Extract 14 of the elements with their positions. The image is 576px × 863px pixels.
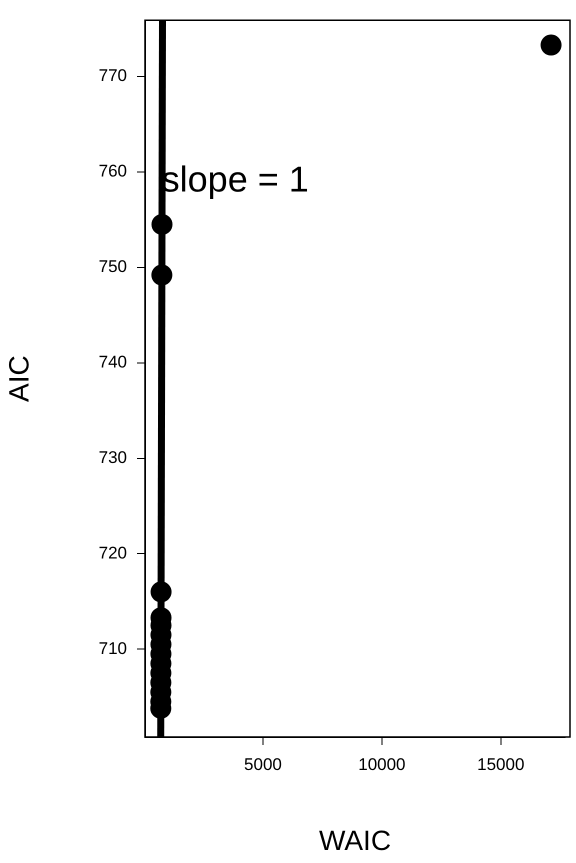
x-tick-label: 15000 xyxy=(477,754,524,774)
point xyxy=(540,34,562,56)
y-tick-label: 730 xyxy=(98,448,127,467)
y-tick-label: 750 xyxy=(98,257,127,276)
y-axis-title: AIC xyxy=(4,355,35,402)
x-tick-label: 5000 xyxy=(244,754,282,774)
y-tick-label: 770 xyxy=(98,66,127,86)
y-tick-label: 760 xyxy=(98,162,127,181)
x-tick-label: 10000 xyxy=(358,754,406,774)
y-tick-label: 710 xyxy=(98,638,127,658)
annotation: slope = 1 xyxy=(162,158,309,200)
x-axis-title: WAIC xyxy=(318,824,392,856)
y-tick-label: 720 xyxy=(98,543,127,562)
y-tick-label: 740 xyxy=(98,352,127,372)
